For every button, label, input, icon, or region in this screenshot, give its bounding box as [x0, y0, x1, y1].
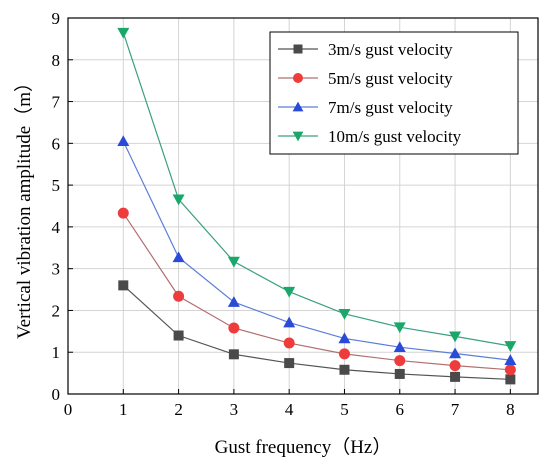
data-point [338, 308, 351, 320]
data-point [450, 371, 461, 382]
legend-box [269, 31, 519, 155]
y-tick-label: 4 [52, 218, 61, 237]
data-point [172, 194, 185, 206]
y-tick-label: 3 [52, 260, 61, 279]
y-tick-label: 1 [52, 343, 61, 362]
legend-label: 5m/s gust velocity [328, 69, 453, 88]
series-1 [118, 280, 516, 385]
data-point [227, 296, 240, 307]
y-tick-label: 2 [52, 301, 61, 320]
legend-marker [293, 73, 303, 83]
y-axis-title: Vertical vibration amplitude（m） [13, 73, 35, 339]
x-tick-label: 4 [285, 400, 294, 419]
x-tick-label: 5 [340, 400, 349, 419]
data-point [283, 337, 295, 349]
legend-item: 10m/s gust velocity [278, 127, 462, 146]
x-tick-label: 7 [451, 400, 460, 419]
axes: 0 1 2 3 4 5 6 7 8 0 1 2 3 4 5 6 7 8 9 [52, 9, 539, 419]
series-line [122, 140, 511, 361]
legend-item: 3m/s gust velocity [278, 40, 453, 59]
data-point [449, 347, 462, 359]
data-point [227, 256, 240, 268]
data-point [284, 358, 295, 369]
y-tick-label: 8 [52, 51, 61, 70]
y-tick-label: 6 [52, 134, 61, 153]
data-point [504, 354, 517, 365]
data-point [173, 330, 184, 341]
data-point [449, 331, 462, 343]
data-point [117, 207, 129, 219]
data-point [394, 355, 406, 367]
data-point [118, 280, 129, 291]
x-tick-label: 6 [396, 400, 405, 419]
data-point [338, 348, 350, 360]
legend-item: 5m/s gust velocity [278, 69, 453, 88]
series-group [117, 27, 517, 385]
x-tick-label: 3 [230, 400, 239, 419]
series-line [122, 284, 511, 380]
legend-label: 3m/s gust velocity [328, 40, 453, 59]
legend: 3m/s gust velocity 5m/s gust velocity 7m/s… [269, 31, 519, 155]
data-point [338, 332, 351, 344]
data-point [117, 27, 130, 39]
y-tick-label: 9 [52, 9, 61, 28]
y-tick-label: 0 [52, 385, 61, 404]
data-point [172, 251, 185, 263]
y-tick-label: 7 [52, 93, 61, 112]
series-2 [117, 207, 516, 376]
data-point [283, 286, 296, 298]
data-point [504, 364, 516, 376]
x-axis-title: Gust frequency（Hz） [215, 436, 392, 458]
legend-marker [292, 101, 304, 112]
series-4 [117, 27, 517, 352]
data-point [173, 290, 185, 302]
legend-label: 7m/s gust velocity [328, 98, 453, 117]
legend-label: 10m/s gust velocity [328, 127, 462, 146]
series-3 [117, 135, 517, 365]
legend-item: 7m/s gust velocity [278, 98, 453, 117]
legend-marker [292, 131, 304, 142]
plot-frame [67, 17, 539, 395]
data-point [228, 322, 240, 334]
series-line [122, 32, 511, 347]
data-point [394, 368, 405, 379]
x-tick-label: 1 [119, 400, 128, 419]
data-point [339, 364, 350, 375]
y-tick-label: 5 [52, 176, 61, 195]
data-point [449, 360, 461, 372]
data-point [228, 349, 239, 360]
data-point [393, 322, 406, 334]
series-line [122, 212, 511, 371]
x-tick-label: 2 [174, 400, 183, 419]
data-point [505, 374, 516, 385]
data-point [393, 341, 406, 353]
data-point [283, 316, 296, 328]
x-tick-label: 0 [64, 400, 73, 419]
x-tick-label: 8 [506, 400, 515, 419]
legend-marker [293, 44, 303, 54]
data-point [117, 135, 130, 147]
data-point [504, 341, 517, 352]
